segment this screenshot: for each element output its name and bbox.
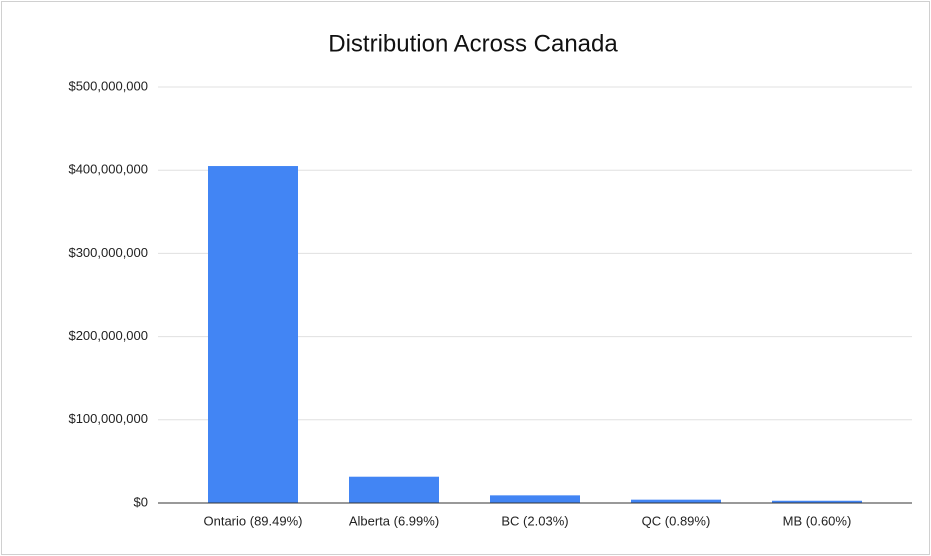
y-tick-label: $500,000,000: [68, 78, 148, 93]
bar: [631, 499, 721, 503]
bar: [208, 166, 298, 504]
x-tick-label: BC (2.03%): [501, 513, 568, 528]
bar: [490, 495, 580, 503]
bar: [349, 476, 439, 503]
x-tick-label: MB (0.60%): [783, 513, 852, 528]
y-tick-label: $300,000,000: [68, 245, 148, 260]
y-tick-label: $400,000,000: [68, 162, 148, 177]
x-tick-label: Alberta (6.99%): [349, 513, 439, 528]
bar: [772, 500, 862, 503]
y-tick-label: $0: [134, 494, 148, 509]
x-tick-label: QC (0.89%): [642, 513, 711, 528]
chart-title: Distribution Across Canada: [328, 30, 618, 57]
x-tick-label: Ontario (89.49%): [204, 513, 303, 528]
y-tick-label: $200,000,000: [68, 328, 148, 343]
y-tick-label: $100,000,000: [68, 411, 148, 426]
